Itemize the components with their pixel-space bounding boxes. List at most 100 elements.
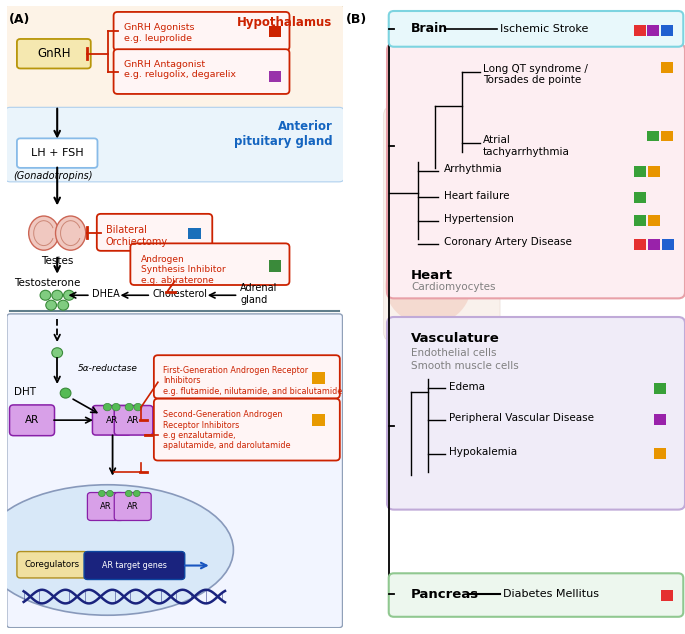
Text: (Gonadotropins): (Gonadotropins) (14, 171, 93, 181)
FancyBboxPatch shape (483, 140, 524, 292)
FancyBboxPatch shape (269, 260, 282, 272)
FancyBboxPatch shape (634, 192, 645, 203)
Ellipse shape (408, 59, 469, 127)
Text: DHEA: DHEA (92, 288, 120, 299)
Text: Arrhythmia: Arrhythmia (444, 164, 502, 174)
Text: Coregulators: Coregulators (25, 560, 79, 569)
Text: Brain: Brain (411, 22, 448, 36)
Text: DHT: DHT (14, 387, 36, 397)
FancyBboxPatch shape (84, 552, 185, 579)
Ellipse shape (385, 247, 471, 325)
FancyBboxPatch shape (647, 131, 659, 141)
Text: Hypertension: Hypertension (444, 214, 514, 224)
FancyBboxPatch shape (97, 214, 212, 251)
Text: Hypothalamus: Hypothalamus (237, 16, 332, 29)
Circle shape (58, 301, 68, 310)
Text: Second-Generation Androgen
Receptor Inhibitors
e.g enzalutamide,
apalutamide, an: Second-Generation Androgen Receptor Inhi… (163, 410, 290, 450)
FancyBboxPatch shape (114, 49, 290, 94)
Circle shape (125, 403, 133, 411)
Text: Anterior
pituitary gland: Anterior pituitary gland (234, 120, 332, 148)
Text: Edema: Edema (449, 382, 485, 392)
Circle shape (134, 490, 140, 496)
FancyBboxPatch shape (648, 165, 660, 177)
FancyBboxPatch shape (654, 383, 666, 394)
Text: AR: AR (127, 502, 138, 511)
Ellipse shape (445, 154, 479, 231)
FancyBboxPatch shape (387, 317, 685, 510)
Circle shape (103, 403, 112, 411)
FancyBboxPatch shape (387, 44, 685, 299)
Circle shape (134, 403, 142, 411)
FancyBboxPatch shape (269, 70, 282, 82)
Text: (A): (A) (8, 13, 30, 25)
Text: Bilateral
Orchiectomy: Bilateral Orchiectomy (106, 225, 168, 247)
FancyBboxPatch shape (10, 405, 55, 436)
Text: Diabetes Mellitus: Diabetes Mellitus (503, 590, 599, 599)
Ellipse shape (55, 216, 86, 250)
Text: Peripheral Vascular Disease: Peripheral Vascular Disease (449, 413, 594, 423)
Text: Coronary Artery Disease: Coronary Artery Disease (444, 238, 571, 247)
FancyBboxPatch shape (661, 590, 673, 600)
Circle shape (64, 290, 74, 301)
Text: (B): (B) (346, 13, 367, 25)
Text: Vasculature: Vasculature (411, 332, 500, 346)
Text: Hypokalemia: Hypokalemia (449, 447, 516, 457)
FancyBboxPatch shape (661, 62, 673, 73)
FancyBboxPatch shape (88, 493, 124, 521)
Text: Androgen
Synthesis Inhibitor
e.g. abiraterone: Androgen Synthesis Inhibitor e.g. abirat… (141, 255, 226, 285)
Circle shape (60, 388, 71, 398)
Circle shape (52, 348, 62, 358)
Text: Atrial
tachyarrhythmia: Atrial tachyarrhythmia (483, 135, 570, 157)
FancyBboxPatch shape (312, 414, 325, 426)
Text: Testes: Testes (41, 256, 73, 266)
FancyBboxPatch shape (7, 314, 342, 628)
Ellipse shape (29, 216, 59, 250)
FancyBboxPatch shape (634, 165, 645, 177)
FancyBboxPatch shape (92, 406, 131, 435)
Text: Ischemic Stroke: Ischemic Stroke (500, 23, 588, 34)
Text: AR: AR (25, 415, 39, 425)
FancyBboxPatch shape (154, 355, 340, 398)
Text: Endothelial cells: Endothelial cells (411, 347, 497, 358)
Text: Cardiomyocytes: Cardiomyocytes (411, 283, 495, 292)
FancyBboxPatch shape (634, 216, 645, 226)
Circle shape (125, 490, 132, 496)
FancyBboxPatch shape (5, 5, 344, 110)
FancyBboxPatch shape (130, 243, 290, 285)
Text: AR: AR (100, 502, 112, 511)
Ellipse shape (414, 210, 445, 238)
FancyBboxPatch shape (634, 25, 645, 36)
FancyBboxPatch shape (661, 131, 673, 141)
Text: Pancreas: Pancreas (411, 588, 479, 601)
Text: Long QT syndrome /
Torsades de pointe: Long QT syndrome / Torsades de pointe (483, 64, 588, 86)
FancyBboxPatch shape (648, 216, 660, 226)
FancyBboxPatch shape (154, 399, 340, 460)
FancyBboxPatch shape (188, 228, 201, 240)
FancyBboxPatch shape (389, 11, 683, 47)
Text: Adrenal
gland: Adrenal gland (240, 283, 277, 304)
FancyBboxPatch shape (114, 406, 153, 435)
FancyBboxPatch shape (17, 138, 97, 168)
FancyBboxPatch shape (389, 573, 683, 617)
Text: Testosterone: Testosterone (14, 278, 80, 288)
FancyBboxPatch shape (654, 414, 666, 425)
Text: Heart failure: Heart failure (444, 191, 509, 201)
Circle shape (40, 290, 51, 301)
FancyBboxPatch shape (647, 25, 659, 36)
Circle shape (46, 301, 57, 310)
FancyBboxPatch shape (423, 93, 453, 137)
Ellipse shape (394, 154, 428, 231)
Text: Cholesterol: Cholesterol (153, 288, 208, 299)
Ellipse shape (0, 485, 234, 615)
FancyBboxPatch shape (269, 25, 282, 37)
FancyBboxPatch shape (312, 372, 325, 384)
FancyBboxPatch shape (634, 239, 645, 250)
FancyBboxPatch shape (114, 12, 290, 51)
FancyBboxPatch shape (662, 239, 674, 250)
Text: AR: AR (127, 416, 140, 425)
Text: Smooth muscle cells: Smooth muscle cells (411, 361, 519, 371)
Circle shape (107, 490, 113, 496)
Text: AR: AR (105, 416, 118, 425)
FancyBboxPatch shape (384, 106, 500, 342)
Text: Heart: Heart (411, 269, 453, 281)
